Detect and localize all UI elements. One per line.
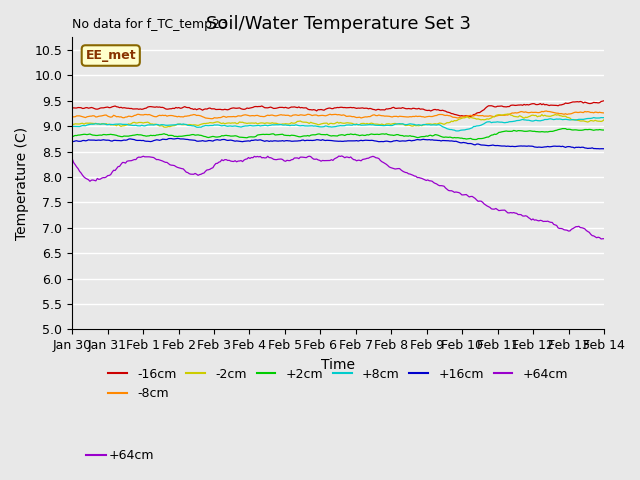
Title: Soil/Water Temperature Set 3: Soil/Water Temperature Set 3: [205, 15, 470, 33]
Text: +64cm: +64cm: [109, 448, 154, 462]
Text: EE_met: EE_met: [86, 49, 136, 62]
Legend: -16cm, -8cm, -2cm, +2cm, +8cm, +16cm, +64cm: -16cm, -8cm, -2cm, +2cm, +8cm, +16cm, +6…: [103, 362, 573, 405]
Text: No data for f_TC_temp23: No data for f_TC_temp23: [72, 19, 228, 32]
Y-axis label: Temperature (C): Temperature (C): [15, 127, 29, 240]
X-axis label: Time: Time: [321, 358, 355, 372]
